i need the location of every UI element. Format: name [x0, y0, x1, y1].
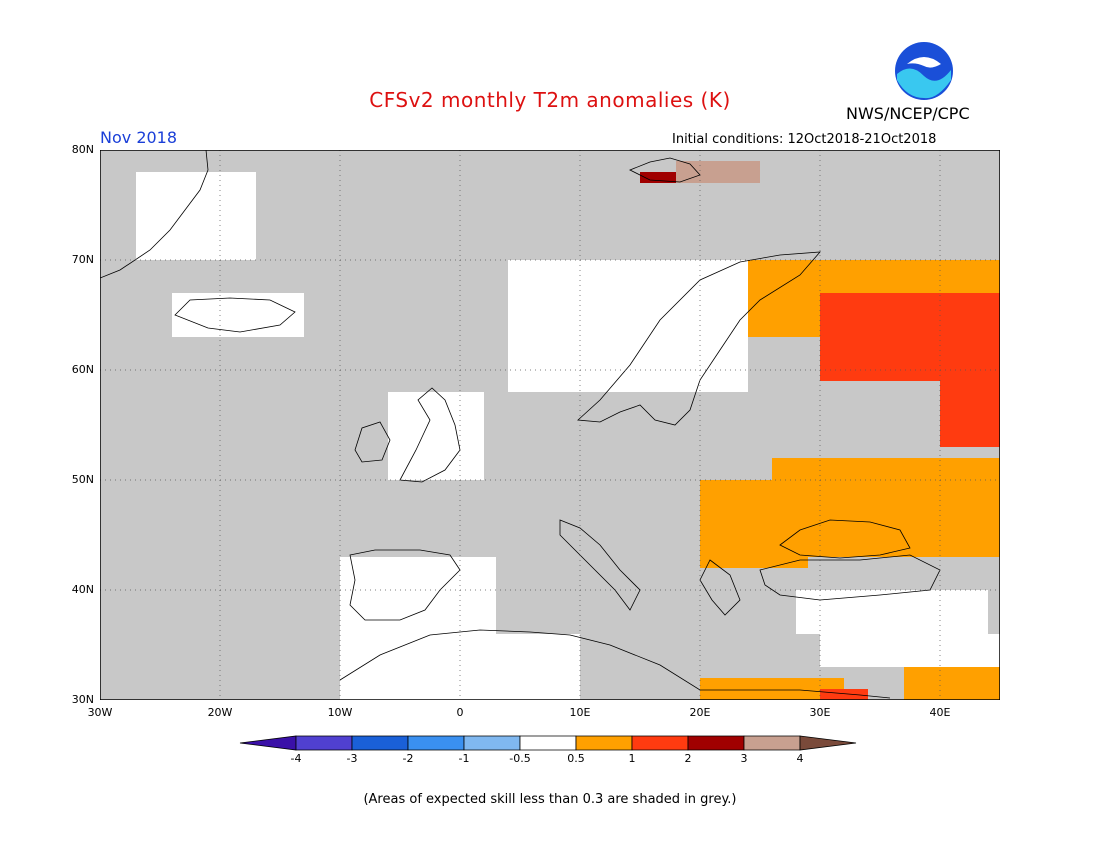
anomaly-region-8 [340, 557, 496, 634]
colorbar-box [519, 735, 577, 751]
colorbar [239, 735, 857, 751]
colorbar-box [351, 735, 409, 751]
lat-label: 30N [71, 693, 94, 706]
colorbar-label: -1 [458, 752, 470, 765]
map-title: CFSv2 monthly T2m anomalies (K) [369, 88, 731, 112]
anomaly-region-9 [508, 260, 748, 392]
initial-conditions: Initial conditions: 12Oct2018-21Oct2018 [672, 132, 937, 147]
lat-label: 50N [71, 473, 94, 486]
colorbar-box [463, 735, 521, 751]
colorbar-label: 0.5 [567, 752, 585, 765]
lon-label: 40E [929, 706, 951, 719]
lat-label: 60N [71, 363, 94, 376]
anomaly-region-11 [172, 293, 304, 337]
colorbar-low-arrow [239, 735, 297, 751]
anomaly-map [100, 150, 1000, 700]
colorbar-box [687, 735, 745, 751]
anomaly-region-3 [700, 480, 808, 568]
lat-label: 40N [71, 583, 94, 596]
lon-label: 30E [809, 706, 831, 719]
colorbar-high-arrow [799, 735, 857, 751]
coast-africa [339, 629, 891, 699]
colorbar-label: -4 [290, 752, 302, 765]
anomaly-region-7 [940, 381, 1000, 447]
lon-label: 20W [207, 706, 233, 719]
coast-greenland [100, 150, 209, 279]
lon-label: 30W [87, 706, 113, 719]
lon-label: 10E [569, 706, 591, 719]
colorbar-label: 2 [684, 752, 692, 765]
forecast-month: Nov 2018 [100, 128, 178, 147]
anomaly-region-12 [388, 392, 484, 480]
anomaly-region-1 [820, 293, 1000, 381]
colorbar-box [295, 735, 353, 751]
noaa-logo-icon [895, 42, 953, 100]
colorbar-box [631, 735, 689, 751]
colorbar-box [743, 735, 801, 751]
agency-label: NWS/NCEP/CPC [846, 104, 970, 123]
colorbar-label: 1 [628, 752, 636, 765]
colorbar-label: -0.5 [509, 752, 531, 765]
coast-iberia [349, 549, 461, 621]
coast-black-sea [779, 519, 911, 559]
graticule [100, 150, 1000, 700]
lon-label: 20E [689, 706, 711, 719]
coast-scandinavia [577, 251, 821, 426]
coast-svalbard [629, 157, 701, 183]
noaa-logo-wave [897, 68, 951, 99]
anomaly-region-10 [136, 172, 256, 260]
lon-label: 10W [327, 706, 353, 719]
coast-iceland [174, 297, 296, 333]
anomaly-region-17 [640, 172, 688, 183]
anomaly-region-14 [796, 590, 988, 634]
colorbar-label: -2 [402, 752, 414, 765]
colorbar-label: 3 [740, 752, 748, 765]
colorbar-label: 4 [796, 752, 804, 765]
noaa-logo-bird [907, 57, 941, 68]
coast-britain [399, 387, 461, 483]
lat-label: 70N [71, 253, 94, 266]
coastlines [100, 150, 941, 699]
colorbar-label: -3 [346, 752, 358, 765]
coast-ireland [354, 421, 391, 463]
skill-note: (Areas of expected skill less than 0.3 a… [363, 792, 737, 807]
colorbar-box [407, 735, 465, 751]
coast-italy [559, 519, 641, 611]
anomaly-region-16 [820, 689, 868, 700]
anomaly-region-6 [700, 678, 844, 700]
anomaly-region-2 [772, 458, 1000, 557]
anomaly-region-15 [820, 634, 1000, 667]
lat-label: 80N [71, 143, 94, 156]
anomaly-regions [136, 161, 1000, 700]
anomaly-region-18 [676, 161, 760, 183]
lon-label: 0 [456, 706, 464, 719]
colorbar-box [575, 735, 633, 751]
